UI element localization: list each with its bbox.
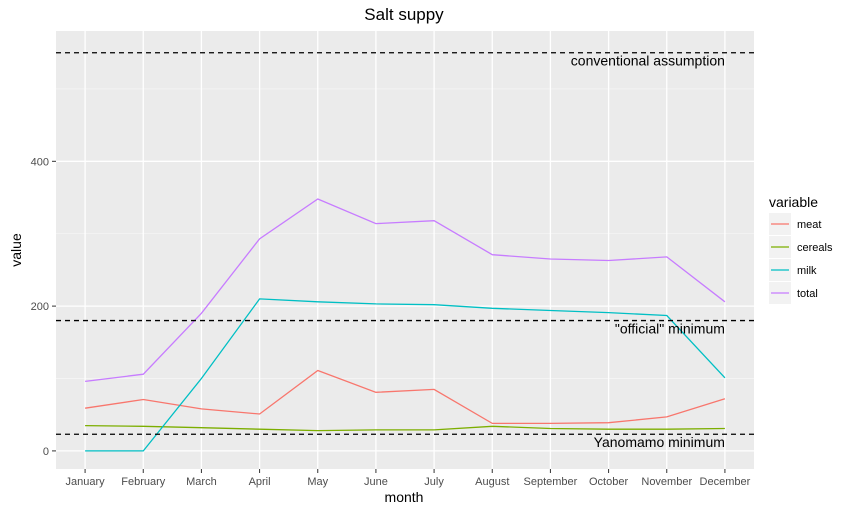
legend-item-milk: milk	[769, 259, 817, 281]
series-line-meat	[85, 369, 726, 425]
legend-item-total: total	[769, 282, 818, 304]
legend: variable meat cereals milk total	[769, 194, 833, 304]
series-line-milk	[85, 298, 726, 452]
x-tick-label: October	[589, 476, 628, 488]
reference-lines: conventional assumption "official" minimu…	[56, 52, 754, 450]
x-tick-label: February	[121, 476, 166, 488]
major-gridlines	[56, 31, 754, 469]
legend-label: cereals	[797, 242, 833, 254]
legend-item-meat: meat	[769, 213, 821, 235]
series-line-cereals	[85, 424, 725, 432]
series-lines	[85, 198, 726, 452]
x-tick-label: August	[475, 476, 509, 488]
series-line-total	[85, 198, 726, 383]
x-tick-label: May	[307, 476, 328, 488]
y-tick-label: 200	[31, 301, 49, 313]
legend-label: total	[797, 288, 818, 300]
legend-label: milk	[797, 265, 817, 277]
x-tick-label: April	[249, 476, 271, 488]
y-tick-label: 400	[31, 156, 49, 168]
legend-label: meat	[797, 219, 821, 231]
y-axis: 0 200 400	[31, 156, 56, 458]
x-tick-label: January	[66, 476, 106, 488]
reference-line-label: Yanomamo minimum	[594, 434, 725, 450]
x-tick-label: December	[700, 476, 751, 488]
x-tick-label: September	[524, 476, 578, 488]
reference-line-label: conventional assumption	[571, 53, 725, 69]
x-axis-title: month	[385, 489, 424, 505]
y-tick-label: 0	[43, 446, 49, 458]
legend-item-cereals: cereals	[769, 236, 833, 258]
x-tick-label: July	[424, 476, 444, 488]
x-axis: January February March April May June July Augu…	[66, 469, 751, 488]
chart-title: Salt suppy	[364, 5, 444, 24]
reference-line-label: "official" minimum	[615, 321, 725, 337]
x-tick-label: June	[364, 476, 388, 488]
x-tick-label: March	[186, 476, 217, 488]
legend-title: variable	[769, 194, 818, 210]
minor-gridlines	[56, 88, 754, 379]
x-tick-label: November	[641, 476, 692, 488]
plot-panel	[56, 31, 754, 469]
y-axis-title: value	[8, 233, 24, 267]
